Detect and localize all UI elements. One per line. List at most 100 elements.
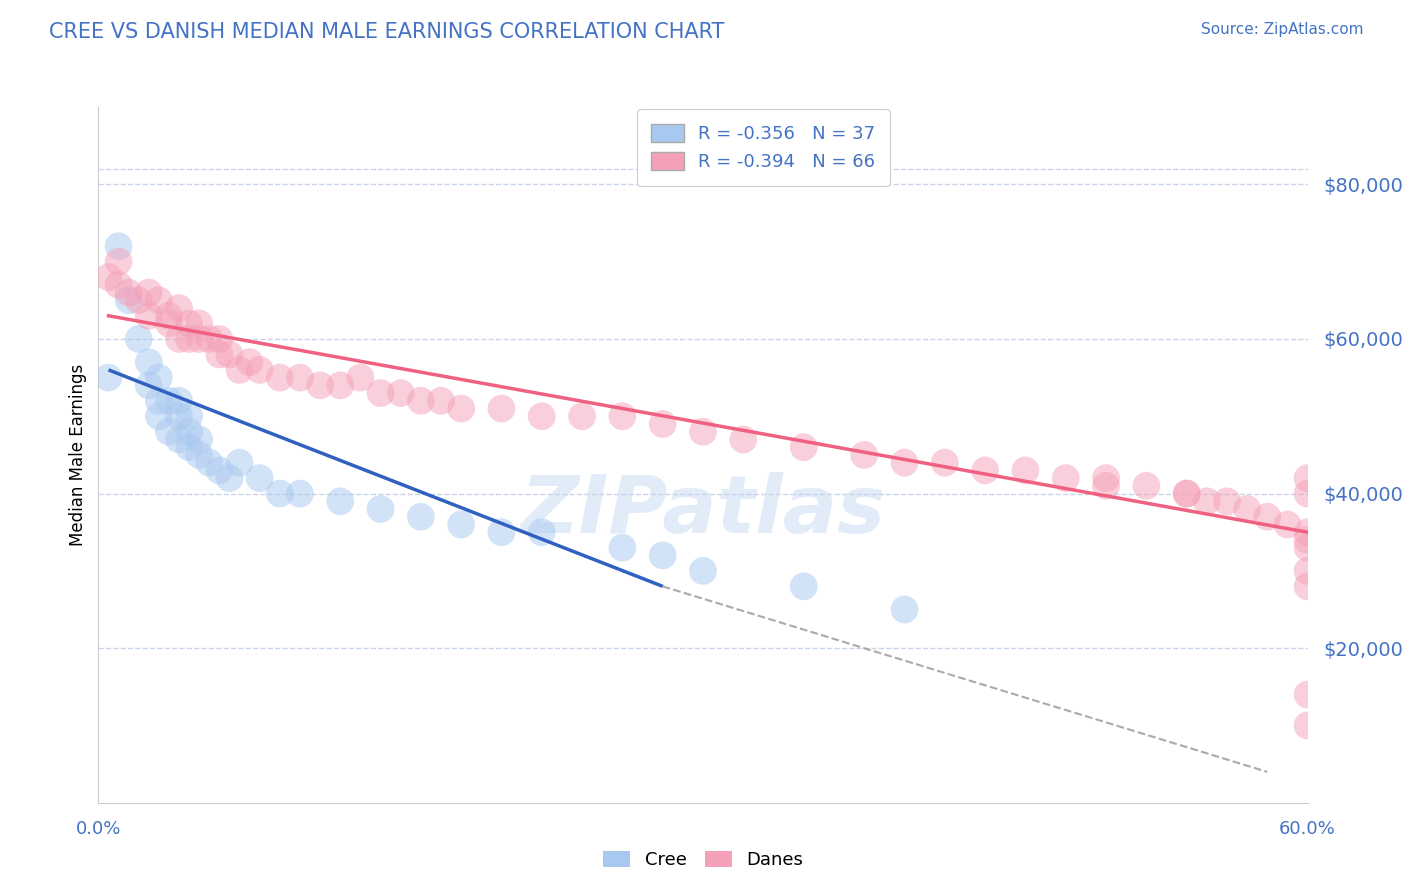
Point xyxy=(491,401,513,416)
Point xyxy=(208,332,231,346)
Point xyxy=(138,285,160,300)
Point xyxy=(1296,579,1319,593)
Point xyxy=(118,293,141,308)
Point xyxy=(167,433,190,447)
Point xyxy=(138,355,160,369)
Point xyxy=(157,393,180,408)
Point xyxy=(1296,533,1319,547)
Point xyxy=(651,549,673,563)
Point xyxy=(1216,494,1239,508)
Point xyxy=(107,239,129,253)
Text: ZIPatlas: ZIPatlas xyxy=(520,472,886,549)
Point xyxy=(1296,486,1319,500)
Point xyxy=(1095,471,1118,485)
Text: CREE VS DANISH MEDIAN MALE EARNINGS CORRELATION CHART: CREE VS DANISH MEDIAN MALE EARNINGS CORR… xyxy=(49,22,724,42)
Point xyxy=(1175,486,1198,500)
Point xyxy=(148,409,170,424)
Point xyxy=(370,386,392,401)
Point xyxy=(198,332,221,346)
Point xyxy=(1296,525,1319,540)
Point xyxy=(177,332,201,346)
Point xyxy=(208,347,231,361)
Point xyxy=(1296,541,1319,555)
Point xyxy=(128,293,150,308)
Point xyxy=(1296,688,1319,702)
Point xyxy=(288,486,311,500)
Point xyxy=(450,517,472,532)
Point xyxy=(249,471,271,485)
Point xyxy=(97,370,120,384)
Point xyxy=(157,309,180,323)
Point xyxy=(138,378,160,392)
Point xyxy=(107,254,129,268)
Point xyxy=(974,463,997,477)
Point xyxy=(309,378,332,392)
Point xyxy=(118,285,141,300)
Point xyxy=(1195,494,1218,508)
Point xyxy=(793,579,815,593)
Point xyxy=(1236,502,1258,516)
Point xyxy=(188,332,211,346)
Point xyxy=(1296,718,1319,732)
Point xyxy=(692,425,714,439)
Point xyxy=(269,486,291,500)
Point xyxy=(138,309,160,323)
Point xyxy=(177,425,201,439)
Point xyxy=(107,277,129,292)
Text: 0.0%: 0.0% xyxy=(76,820,121,838)
Point xyxy=(97,270,120,285)
Legend: R = -0.356   N = 37, R = -0.394   N = 66: R = -0.356 N = 37, R = -0.394 N = 66 xyxy=(637,109,890,186)
Point xyxy=(218,347,240,361)
Legend: Cree, Danes: Cree, Danes xyxy=(595,842,811,879)
Point xyxy=(188,433,211,447)
Text: Source: ZipAtlas.com: Source: ZipAtlas.com xyxy=(1201,22,1364,37)
Point xyxy=(269,370,291,384)
Point xyxy=(853,448,876,462)
Point xyxy=(733,433,755,447)
Point xyxy=(1175,486,1198,500)
Point xyxy=(218,471,240,485)
Point xyxy=(491,525,513,540)
Y-axis label: Median Male Earnings: Median Male Earnings xyxy=(69,364,87,546)
Point xyxy=(1014,463,1036,477)
Point xyxy=(1296,564,1319,578)
Point xyxy=(177,440,201,454)
Point xyxy=(612,541,634,555)
Point xyxy=(177,409,201,424)
Point xyxy=(188,448,211,462)
Point xyxy=(249,363,271,377)
Point xyxy=(148,393,170,408)
Point xyxy=(530,525,553,540)
Point xyxy=(349,370,371,384)
Point xyxy=(288,370,311,384)
Point xyxy=(198,456,221,470)
Point xyxy=(692,564,714,578)
Point xyxy=(1135,479,1157,493)
Point xyxy=(167,332,190,346)
Point xyxy=(450,401,472,416)
Point xyxy=(167,409,190,424)
Point xyxy=(409,393,432,408)
Point xyxy=(409,509,432,524)
Point xyxy=(893,456,915,470)
Point xyxy=(1296,471,1319,485)
Point xyxy=(1054,471,1077,485)
Point xyxy=(612,409,634,424)
Point xyxy=(177,317,201,331)
Point xyxy=(793,440,815,454)
Point xyxy=(893,602,915,616)
Point xyxy=(1277,517,1299,532)
Point xyxy=(188,317,211,331)
Point xyxy=(389,386,412,401)
Point xyxy=(167,393,190,408)
Point xyxy=(934,456,956,470)
Point xyxy=(148,370,170,384)
Text: 60.0%: 60.0% xyxy=(1279,820,1336,838)
Point xyxy=(167,301,190,315)
Point xyxy=(228,363,250,377)
Point xyxy=(157,317,180,331)
Point xyxy=(228,456,250,470)
Point xyxy=(530,409,553,424)
Point xyxy=(148,293,170,308)
Point xyxy=(329,494,352,508)
